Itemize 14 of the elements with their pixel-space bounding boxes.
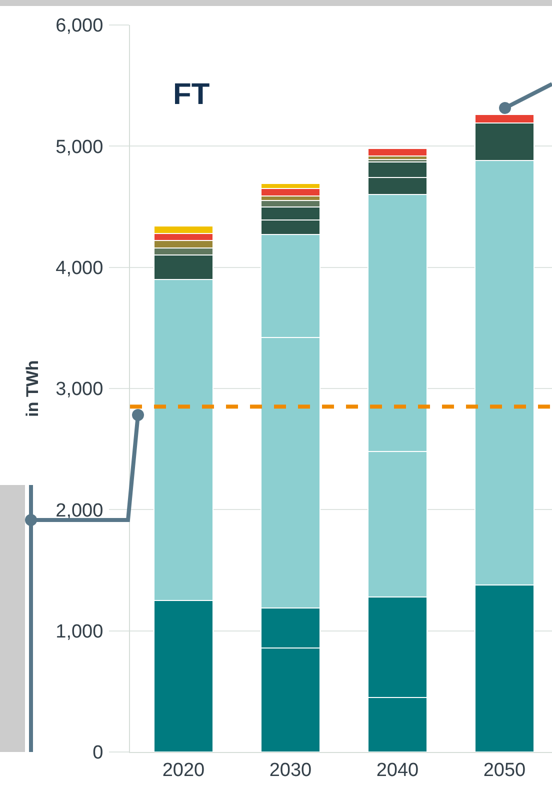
x-tick-label: 2020 (162, 760, 205, 781)
bar (368, 148, 428, 156)
x-tick-label: 2040 (376, 760, 419, 781)
y-axis-title: in TWh (23, 360, 42, 417)
y-tick-label: 0 (92, 742, 104, 764)
y-tick-label: 4,000 (56, 258, 104, 279)
y-tick-label: 5,000 (56, 136, 104, 158)
annotation: FT (173, 78, 210, 111)
y-tick-label: 2,000 (56, 500, 104, 522)
y-tick-label: 3,000 (56, 379, 104, 400)
x-tick-label: 2050 (483, 760, 526, 781)
y-tick-label: 1,000 (56, 621, 104, 642)
x-tick-label: 2030 (269, 760, 312, 781)
y-tick-label: 6,000 (56, 16, 104, 37)
